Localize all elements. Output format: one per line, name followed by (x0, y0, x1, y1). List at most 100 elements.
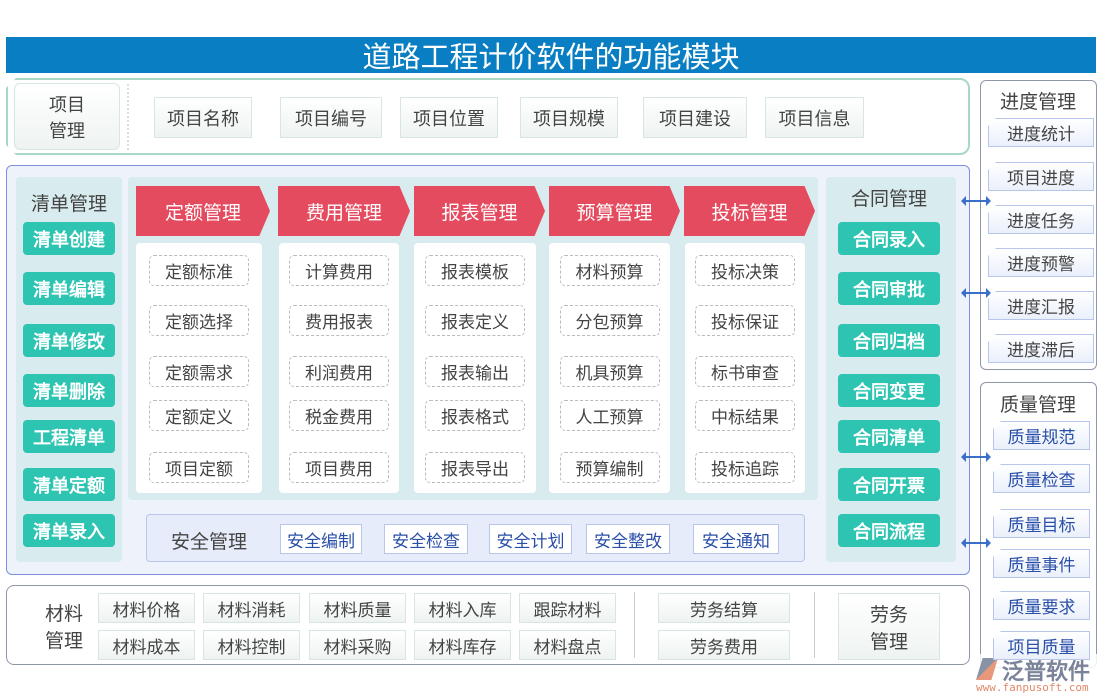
project-item[interactable]: 项目规模 (520, 97, 618, 138)
divider (814, 592, 815, 658)
module-item[interactable]: 报表模板 (425, 255, 525, 286)
module-item[interactable]: 定额需求 (149, 356, 249, 387)
module-item[interactable]: 标书审查 (695, 356, 795, 387)
material-section (6, 585, 970, 665)
module-item[interactable]: 项目费用 (289, 452, 389, 483)
module-header[interactable]: 费用管理 (278, 186, 410, 236)
list-item-button[interactable]: 清单录入 (23, 514, 115, 547)
list-item-button[interactable]: 清单删除 (23, 374, 115, 407)
link-arrow (961, 288, 991, 298)
safety-item[interactable]: 安全检查 (384, 524, 468, 554)
module-item[interactable]: 投标保证 (695, 305, 795, 336)
list-item-button[interactable]: 清单创建 (23, 222, 115, 255)
safety-item[interactable]: 安全整改 (586, 524, 670, 554)
contract-item-button[interactable]: 合同开票 (838, 468, 940, 501)
progress-item[interactable]: 进度统计 (988, 118, 1094, 147)
progress-section (980, 80, 1097, 370)
labor-item[interactable]: 劳务费用 (658, 630, 790, 660)
quality-item[interactable]: 质量规范 (993, 421, 1090, 450)
logo-url: www.fanpusoft.com (976, 681, 1089, 694)
project-item[interactable]: 项目信息 (765, 97, 864, 138)
module-item[interactable]: 税金费用 (289, 400, 389, 431)
link-arrow (961, 196, 991, 206)
quality-label: 质量管理 (999, 393, 1076, 416)
contract-item-button[interactable]: 合同录入 (838, 222, 940, 255)
module-item[interactable]: 定额定义 (149, 400, 249, 431)
progress-item[interactable]: 进度汇报 (988, 291, 1094, 320)
material-label: 材料 管理 (44, 603, 83, 652)
material-item[interactable]: 材料控制 (203, 630, 300, 660)
contract-item-button[interactable]: 合同变更 (838, 374, 940, 407)
quality-item[interactable]: 项目质量 (993, 631, 1090, 660)
progress-item[interactable]: 进度滞后 (988, 334, 1094, 363)
progress-item[interactable]: 项目进度 (988, 162, 1094, 191)
module-header[interactable]: 预算管理 (549, 186, 680, 236)
project-item[interactable]: 项目编号 (280, 97, 382, 138)
quality-item[interactable]: 质量目标 (993, 509, 1090, 538)
module-item[interactable]: 报表导出 (425, 452, 525, 483)
module-item[interactable]: 中标结果 (695, 400, 795, 431)
module-item[interactable]: 定额标准 (149, 255, 249, 286)
module-header[interactable]: 报表管理 (414, 186, 545, 236)
module-item[interactable]: 预算编制 (559, 452, 660, 483)
material-item[interactable]: 材料消耗 (203, 593, 300, 623)
project-item[interactable]: 项目建设 (643, 97, 747, 138)
module-item[interactable]: 人工预算 (559, 400, 660, 431)
progress-item[interactable]: 进度任务 (988, 205, 1094, 234)
module-header[interactable]: 定额管理 (136, 186, 270, 236)
module-item[interactable]: 投标追踪 (695, 452, 795, 483)
module-item[interactable]: 报表定义 (425, 305, 525, 336)
list-item-button[interactable]: 清单编辑 (23, 272, 115, 305)
module-item[interactable]: 报表输出 (425, 356, 525, 387)
logo-icon (976, 658, 998, 680)
progress-item[interactable]: 进度预警 (988, 248, 1094, 277)
material-item[interactable]: 材料成本 (98, 630, 195, 660)
module-item[interactable]: 材料预算 (559, 255, 660, 286)
list-item-button[interactable]: 清单修改 (23, 324, 115, 357)
module-item[interactable]: 投标决策 (695, 255, 795, 286)
material-item[interactable]: 材料库存 (414, 630, 511, 660)
project-item[interactable]: 项目位置 (400, 97, 498, 138)
divider (127, 84, 129, 150)
material-item[interactable]: 材料价格 (98, 593, 195, 623)
list-mgmt-label: 清单管理 (30, 192, 107, 215)
project-item[interactable]: 项目名称 (154, 97, 252, 138)
module-item[interactable]: 计算费用 (289, 255, 389, 286)
project-section (6, 78, 970, 155)
contract-item-button[interactable]: 合同流程 (838, 514, 940, 547)
contract-item-button[interactable]: 合同归档 (838, 324, 940, 357)
module-item[interactable]: 分包预算 (559, 305, 660, 336)
page-title: 道路工程计价软件的功能模块 (6, 37, 1096, 74)
contract-item-button[interactable]: 合同审批 (838, 272, 940, 305)
material-item[interactable]: 跟踪材料 (519, 593, 616, 623)
labor-item[interactable]: 劳务结算 (658, 593, 790, 623)
material-item[interactable]: 材料采购 (309, 630, 406, 660)
module-header[interactable]: 投标管理 (684, 186, 815, 236)
material-item[interactable]: 材料质量 (309, 593, 406, 623)
labor-label: 劳务 管理 (838, 593, 940, 660)
module-item[interactable]: 机具预算 (559, 356, 660, 387)
module-item[interactable]: 定额选择 (149, 305, 249, 336)
logo: 泛普软件 www.fanpusoft.com (972, 654, 1097, 696)
module-item[interactable]: 利润费用 (289, 356, 389, 387)
material-item[interactable]: 材料盘点 (519, 630, 616, 660)
contract-item-button[interactable]: 合同清单 (838, 420, 940, 453)
material-item[interactable]: 材料入库 (414, 593, 511, 623)
safety-item[interactable]: 安全编制 (280, 524, 362, 554)
module-item[interactable]: 费用报表 (289, 305, 389, 336)
list-item-button[interactable]: 清单定额 (23, 468, 115, 501)
divider (634, 592, 635, 658)
module-item[interactable]: 项目定额 (149, 452, 249, 483)
quality-item[interactable]: 质量事件 (993, 549, 1090, 578)
safety-item[interactable]: 安全通知 (693, 524, 779, 554)
logo-name: 泛普软件 (1002, 659, 1091, 685)
project-label: 项目 管理 (14, 83, 120, 150)
quality-item[interactable]: 质量检查 (993, 464, 1090, 493)
quality-item[interactable]: 质量要求 (993, 591, 1090, 620)
progress-label: 进度管理 (999, 90, 1076, 113)
list-item-button[interactable]: 工程清单 (23, 420, 115, 453)
safety-item[interactable]: 安全计划 (489, 524, 572, 554)
contract-label: 合同管理 (850, 187, 927, 210)
safety-label: 安全管理 (170, 530, 247, 553)
module-item[interactable]: 报表格式 (425, 400, 525, 431)
